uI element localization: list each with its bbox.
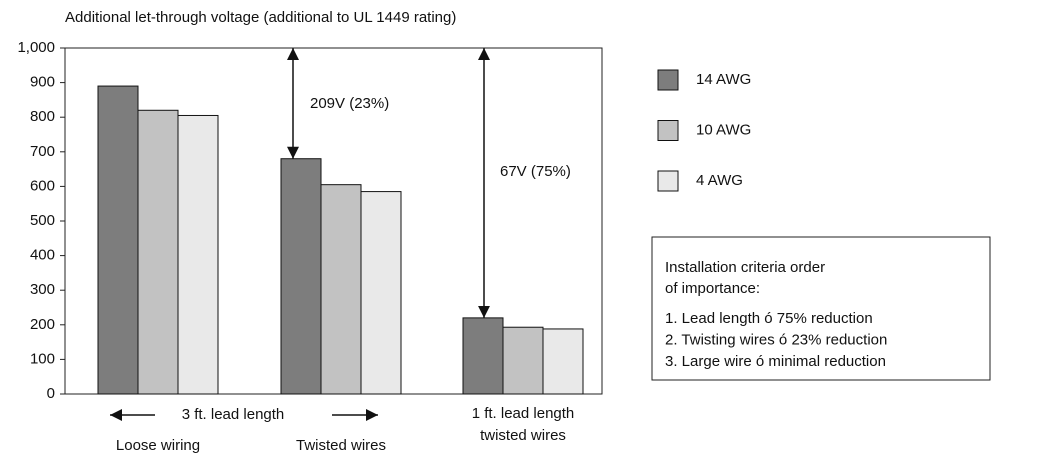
y-tick-label: 400: [30, 247, 55, 264]
annotation: 3 ft. lead length: [182, 406, 285, 423]
bar: [360, 191, 402, 395]
annotation: 67V (75%): [500, 163, 571, 180]
bar: [320, 184, 362, 395]
legend-label: 4 AWG: [696, 172, 743, 189]
x-category-label: Loose wiring: [115, 437, 201, 454]
info-heading: Installation criteria order: [665, 259, 825, 276]
info-heading: of importance:: [665, 280, 760, 297]
y-tick-label: 800: [30, 108, 55, 125]
y-tick-label: 700: [30, 143, 55, 160]
y-tick-label: 100: [30, 350, 55, 367]
legend-swatch: [657, 120, 679, 141]
y-tick-label: 300: [30, 281, 55, 298]
y-tick-label: 600: [30, 177, 55, 194]
x-category-label: 1 ft. lead length twisted wires: [471, 405, 575, 444]
legend-swatch: [657, 170, 679, 192]
legend-label: 10 AWG: [696, 121, 751, 138]
y-tick-label: 200: [30, 316, 55, 333]
bar: [97, 85, 139, 395]
info-item: 3. Large wire ó minimal reduction: [665, 353, 886, 370]
bar: [462, 317, 504, 395]
legend-swatch: [657, 69, 679, 91]
bar: [280, 158, 322, 395]
bar: [502, 326, 544, 395]
y-tick-label: 500: [30, 212, 55, 229]
y-tick-label: 1,000: [17, 39, 55, 56]
annotation: 209V (23%): [310, 95, 389, 112]
y-tick-label: 0: [47, 385, 55, 402]
bar: [137, 109, 179, 395]
x-category-label: Twisted wires: [295, 437, 387, 454]
y-tick-label: 900: [30, 74, 55, 91]
info-item: 1. Lead length ó 75% reduction: [665, 310, 873, 327]
info-box: [651, 236, 991, 381]
bar: [542, 328, 584, 395]
legend-label: 14 AWG: [696, 71, 751, 88]
bar: [177, 114, 219, 395]
chart-title: Additional let-through voltage (addition…: [65, 9, 456, 26]
info-item: 2. Twisting wires ó 23% reduction: [665, 331, 887, 348]
